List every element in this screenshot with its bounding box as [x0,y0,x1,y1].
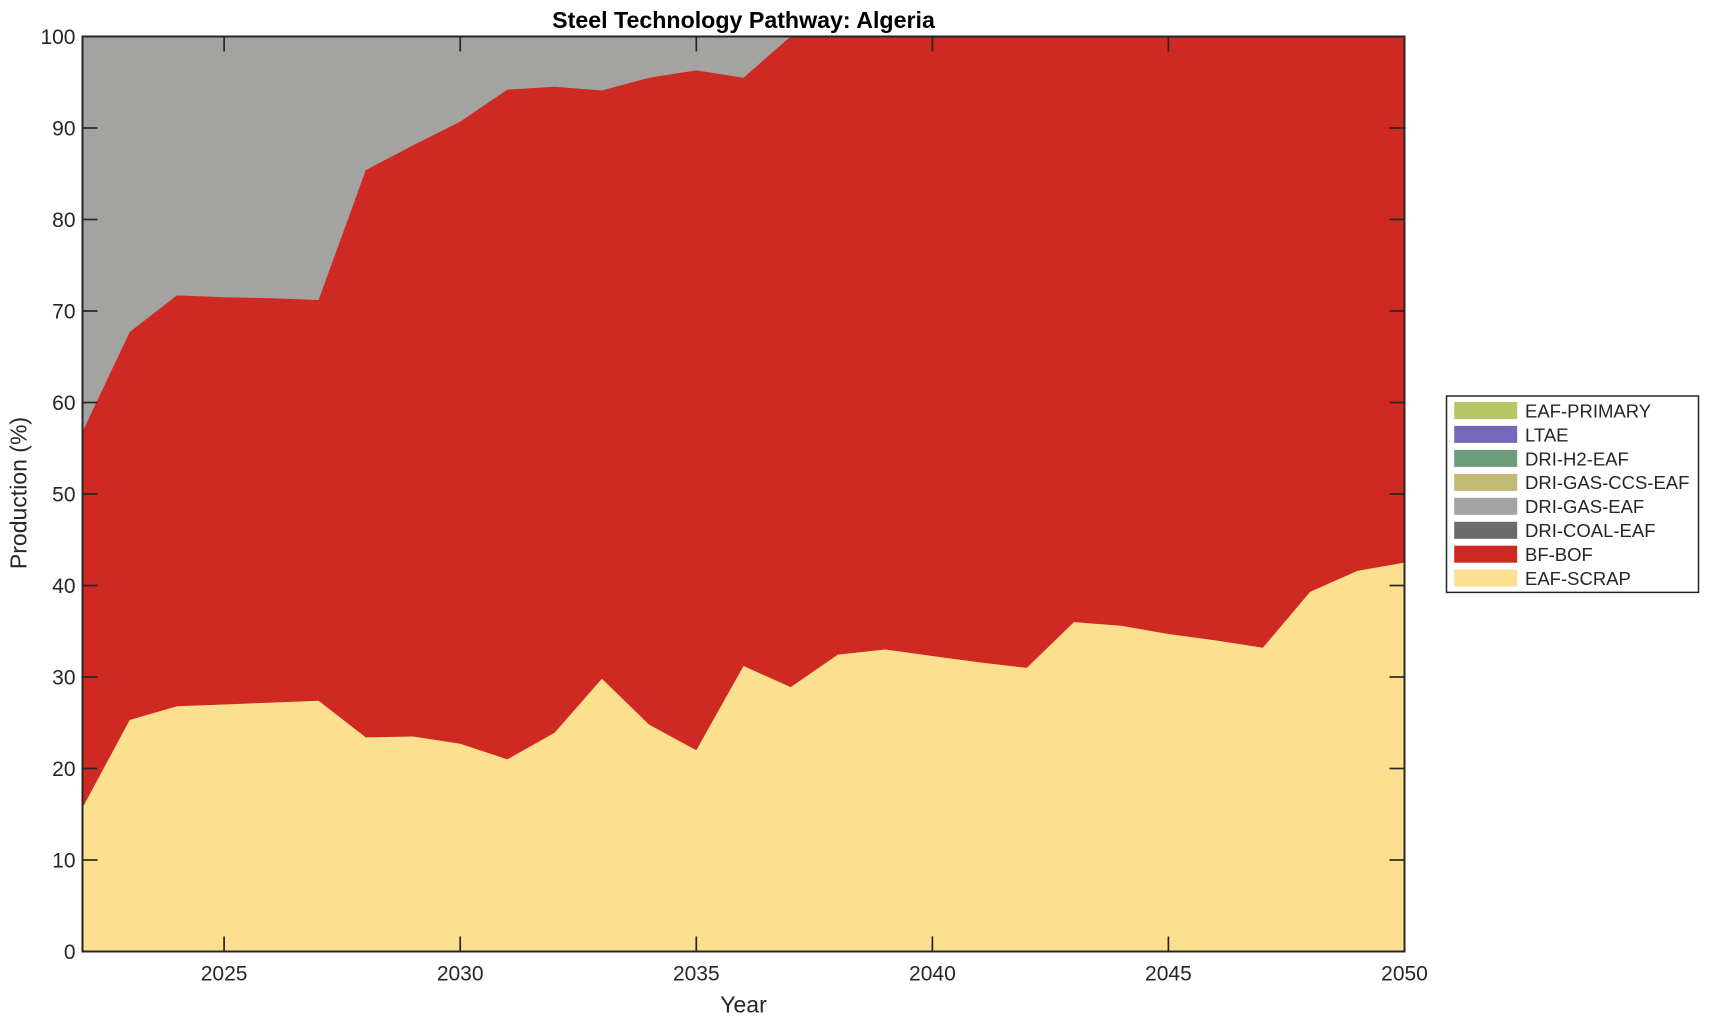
svg-text:70: 70 [52,301,75,324]
svg-text:40: 40 [52,575,75,598]
svg-text:100: 100 [40,26,75,49]
svg-text:DRI-H2-EAF: DRI-H2-EAF [1525,448,1629,469]
svg-text:2030: 2030 [437,963,484,986]
svg-text:30: 30 [52,667,75,690]
svg-text:60: 60 [52,392,75,415]
svg-text:DRI-GAS-EAF: DRI-GAS-EAF [1525,496,1644,517]
svg-text:0: 0 [64,941,76,964]
svg-text:BF-BOF: BF-BOF [1525,544,1593,565]
svg-text:20: 20 [52,758,75,781]
svg-text:2035: 2035 [673,963,720,986]
svg-text:2040: 2040 [909,963,956,986]
svg-text:2025: 2025 [201,963,248,986]
svg-text:EAF-PRIMARY: EAF-PRIMARY [1525,400,1651,421]
svg-text:10: 10 [52,850,75,873]
svg-text:LTAE: LTAE [1525,424,1569,445]
svg-text:Year: Year [720,992,767,1018]
svg-text:Steel Technology Pathway: Alge: Steel Technology Pathway: Algeria [552,7,936,33]
svg-text:DRI-GAS-CCS-EAF: DRI-GAS-CCS-EAF [1525,472,1689,493]
svg-text:50: 50 [52,484,75,507]
svg-text:90: 90 [52,118,75,141]
svg-text:80: 80 [52,209,75,232]
svg-text:Production (%): Production (%) [6,417,32,569]
svg-text:DRI-COAL-EAF: DRI-COAL-EAF [1525,520,1656,541]
svg-text:2045: 2045 [1145,963,1192,986]
svg-text:2050: 2050 [1381,963,1428,986]
svg-text:EAF-SCRAP: EAF-SCRAP [1525,568,1631,589]
